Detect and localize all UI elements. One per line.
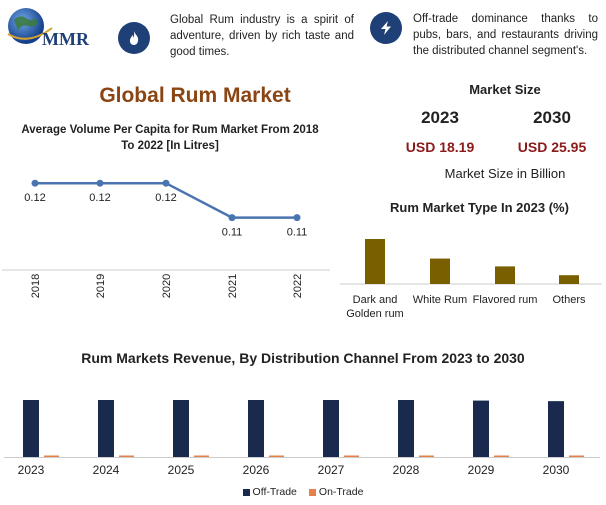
type-x-tick: Golden rum [346,308,403,320]
on-trade-bar [569,455,584,457]
off-trade-bar [473,400,489,457]
line-x-tick: 2022 [292,274,304,298]
line-data-label: 0.12 [24,192,45,204]
off-trade-bar [173,400,189,457]
revenue-x-tick: 2027 [318,463,345,477]
off-trade-bar [23,400,39,457]
type-bar [430,258,450,284]
market-size-year-2030: 2030 [533,108,571,127]
type-bar [559,275,579,284]
line-point [96,179,104,187]
revenue-legend: Off-Trade On-Trade [0,486,606,498]
on-trade-bar [194,455,209,457]
market-size-value-2030: USD 25.95 [517,139,587,155]
market-size-value-2023: USD 18.19 [405,139,475,155]
revenue-x-tick: 2026 [243,463,270,477]
lightning-icon [370,12,402,44]
type-x-tick: White Rum [413,294,467,306]
legend-swatch-on-trade [308,488,316,496]
flame-icon [118,22,150,54]
revenue-chart-title: Rum Markets Revenue, By Distribution Cha… [81,350,525,366]
revenue-x-tick: 2025 [168,463,195,477]
legend-swatch-off-trade [242,488,250,496]
logo: MMR [4,6,104,52]
line-point [228,214,236,222]
line-x-tick: 2019 [95,274,107,298]
off-trade-bar [248,400,264,457]
type-chart: Dark and Golden rum White Rum Flavored rum O… [340,239,602,320]
legend-label-off-trade: Off-Trade [252,486,297,498]
off-trade-bar [323,400,339,457]
line-point [293,214,301,222]
on-trade-bar [44,455,59,457]
revenue-chart: 2023 2024 2025 2026 2027 2028 2029 2030 [4,400,600,477]
logo-text: MMR [42,29,89,49]
on-trade-bar [344,455,359,457]
line-point [162,179,170,187]
globe-icon [7,8,53,44]
line-data-label: 0.11 [222,227,243,239]
revenue-x-tick: 2024 [93,463,120,477]
page-title: Global Rum Market [99,84,291,107]
line-x-tick: 2021 [227,274,239,298]
line-x-tick: 2020 [161,274,173,298]
line-x-tick: 2018 [30,274,42,298]
type-x-tick: Others [552,294,586,306]
off-trade-bar [398,400,414,457]
line-point [31,179,39,187]
legend-label-on-trade: On-Trade [318,486,364,498]
revenue-x-tick: 2029 [468,463,495,477]
market-size-year-2023: 2023 [421,108,459,127]
legend-item-on-trade: On-Trade [308,486,364,498]
off-trade-bar [548,401,564,457]
market-size-unit: Market Size in Billion [444,166,566,181]
on-trade-bar [494,455,509,457]
line-data-label: 0.12 [89,192,110,204]
revenue-x-tick: 2028 [393,463,420,477]
line-chart: 0.12 2018 0.12 2019 0.12 2020 0.11 2021 0.11 2022 [2,179,330,298]
line-data-label: 0.11 [287,227,308,239]
type-bar [365,239,385,284]
line-data-label: 0.12 [155,192,176,204]
fact-text-2: Off-trade dominance thanks to pubs, bars… [413,13,598,57]
fact-text-1: Global Rum industry is a spirit of adven… [170,14,354,58]
legend-item-off-trade: Off-Trade [242,486,297,498]
revenue-x-tick: 2023 [18,463,45,477]
type-chart-title: Rum Market Type In 2023 (%) [390,200,569,215]
type-bar [495,266,515,284]
on-trade-bar [119,455,134,457]
on-trade-bar [419,455,434,457]
line-chart-title: Average Volume Per Capita for Rum Market… [21,124,319,152]
revenue-x-tick: 2030 [543,463,570,477]
type-x-tick: Flavored rum [473,294,538,306]
type-x-tick: Dark and [353,294,398,306]
market-size-label: Market Size [469,82,541,97]
off-trade-bar [98,400,114,457]
on-trade-bar [269,455,284,457]
